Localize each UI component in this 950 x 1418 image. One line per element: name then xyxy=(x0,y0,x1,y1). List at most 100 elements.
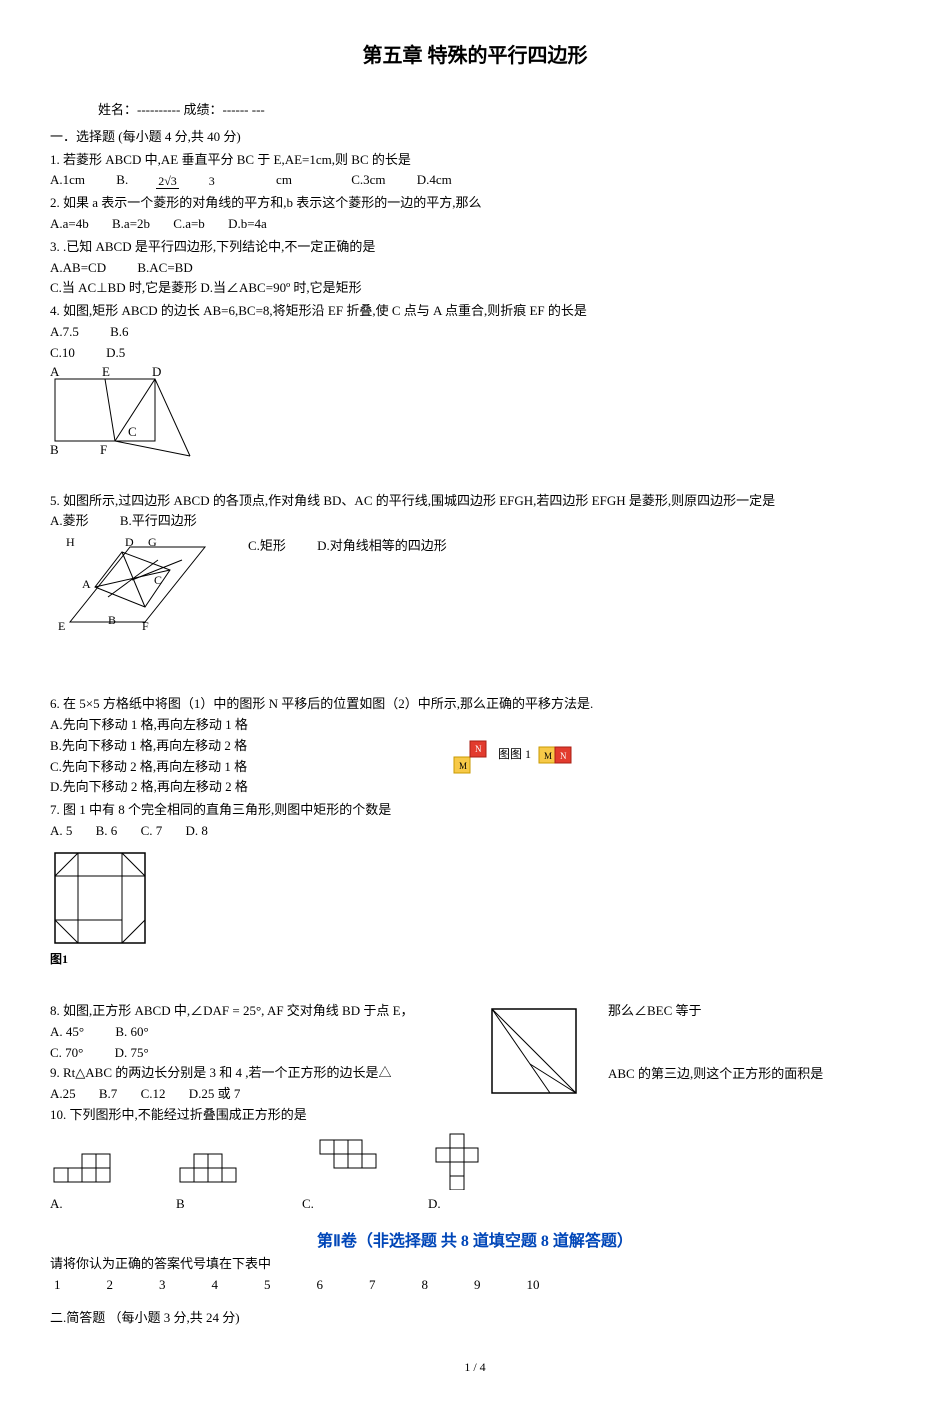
q1-b-pre: B. xyxy=(116,172,128,187)
q3-opt-b: B.AC=BD xyxy=(137,260,192,275)
q5-options-cd: C.矩形 D.对角线相等的四边形 xyxy=(248,532,475,557)
q5-opt-c: C.矩形 xyxy=(248,538,286,553)
q10-fig-b xyxy=(176,1144,262,1190)
q4: 4. 如图,矩形 ABCD 的边长 AB=6,BC=8,将矩形沿 EF 折叠,使… xyxy=(50,301,900,458)
q1-b-num: 2√3 xyxy=(156,174,179,189)
q6-figure-2: M N xyxy=(535,743,579,767)
q4-figure: A E D B F C xyxy=(50,364,200,459)
q2-opt-c: C.a=b xyxy=(173,216,205,231)
pager: 1 / 4 xyxy=(50,1358,900,1377)
q1-b-suf: cm xyxy=(273,172,292,187)
q8-q9-block: 8. 如图,正方形 ABCD 中,∠DAF = 25°, AF 交对角线 BD … xyxy=(50,1001,900,1105)
q2-options: A.a=4b B.a=2b C.a=b D.b=4a xyxy=(50,214,900,235)
svg-text:N: N xyxy=(475,744,482,754)
q6-figure-1: M N xyxy=(450,735,494,775)
q7-options: A. 5 B. 6 C. 7 D. 8 xyxy=(50,821,900,842)
ans-3: 3 xyxy=(159,1275,166,1296)
q2-opt-d: D.b=4a xyxy=(228,216,267,231)
q6-fig-label: 图图 1 xyxy=(498,745,531,764)
q6-opt-b: B.先向下移动 1 格,再向左移动 2 格 xyxy=(50,736,450,757)
ans-4: 4 xyxy=(212,1275,219,1296)
q6-opt-c: C.先向下移动 2 格,再向左移动 1 格 xyxy=(50,757,450,778)
svg-text:D: D xyxy=(125,535,134,549)
q7-opt-c: C. 7 xyxy=(141,823,163,838)
svg-text:D: D xyxy=(152,364,161,379)
svg-text:F: F xyxy=(142,619,149,632)
q2-opt-a: A.a=4b xyxy=(50,216,89,231)
q10-fig-d xyxy=(428,1130,494,1190)
svg-text:E: E xyxy=(102,364,110,379)
q9-text-left: 9. Rt△ABC 的两边长分别是 3 和 4 ,若一个正方形的边长是△ xyxy=(50,1063,480,1084)
q3: 3. .已知 ABCD 是平行四边形,下列结论中,不一定正确的是 A.AB=CD… xyxy=(50,237,900,299)
q6-opt-a: A.先向下移动 1 格,再向左移动 1 格 xyxy=(50,715,450,736)
section-2-heading: 二.简答题 （每小题 3 分,共 24 分) xyxy=(50,1308,900,1329)
q6-opt-d: D.先向下移动 2 格,再向左移动 2 格 xyxy=(50,777,450,798)
q8-opt-d: D. 75° xyxy=(115,1045,149,1060)
q1-opt-a: A.1cm xyxy=(50,172,85,187)
q8-opt-c: C. 70° xyxy=(50,1045,83,1060)
q1-opt-c: C.3cm xyxy=(351,172,385,187)
q2-opt-b: B.a=2b xyxy=(112,216,150,231)
q9-opt-c: C.12 xyxy=(141,1086,166,1101)
q10-text: 10. 下列图形中,不能经过折叠围成正方形的是 xyxy=(50,1105,900,1126)
answer-row: 1 2 3 4 5 6 7 8 9 10 xyxy=(50,1275,900,1296)
ans-2: 2 xyxy=(107,1275,114,1296)
q7-figure xyxy=(50,848,150,948)
q1-opt-b: B. 2√3 3 cm xyxy=(116,172,323,187)
svg-text:A: A xyxy=(50,364,60,379)
q4-opt-b: B.6 xyxy=(110,324,128,339)
q4-opt-a: A.7.5 xyxy=(50,324,79,339)
svg-text:M: M xyxy=(459,761,467,771)
svg-text:F: F xyxy=(100,442,107,457)
q8-text-left: 8. 如图,正方形 ABCD 中,∠DAF = 25°, AF 交对角线 BD … xyxy=(50,1001,480,1022)
q3-opt-a: A.AB=CD xyxy=(50,260,106,275)
ans-8: 8 xyxy=(422,1275,429,1296)
q7-text: 7. 图 1 中有 8 个完全相同的直角三角形,则图中矩形的个数是 xyxy=(50,800,900,821)
q10: 10. 下列图形中,不能经过折叠围成正方形的是 xyxy=(50,1105,900,1215)
page-title: 第五章 特殊的平行四边形 xyxy=(50,40,900,72)
q1-b-den: 3 xyxy=(207,174,217,188)
svg-text:G: G xyxy=(148,535,157,549)
ans-6: 6 xyxy=(317,1275,324,1296)
q10-opt-c: C. xyxy=(302,1194,388,1215)
q8-opt-a: A. 45° xyxy=(50,1024,84,1039)
ans-9: 9 xyxy=(474,1275,481,1296)
q2: 2. 如果 a 表示一个菱形的对角线的平方和,b 表示这个菱形的一边的平方,那么… xyxy=(50,193,900,235)
q9-opt-d: D.25 或 7 xyxy=(189,1086,241,1101)
q7-opt-a: A. 5 xyxy=(50,823,72,838)
q10-opt-a: A. xyxy=(50,1194,136,1215)
q5-options-ab: A.菱形 B.平行四边形 xyxy=(50,511,900,532)
svg-text:E: E xyxy=(58,619,65,632)
q8-text-right: 那么∠BEC 等于 xyxy=(608,1001,823,1022)
q10-fig-a xyxy=(50,1144,136,1190)
ans-7: 7 xyxy=(369,1275,376,1296)
q8-options-cd: C. 70° D. 75° xyxy=(50,1043,480,1064)
q4-text: 4. 如图,矩形 ABCD 的边长 AB=6,BC=8,将矩形沿 EF 折叠,使… xyxy=(50,301,900,322)
q8-opt-b: B. 60° xyxy=(115,1024,148,1039)
section-1-heading: 一．选择题 (每小题 4 分,共 40 分) xyxy=(50,127,900,148)
q1: 1. 若菱形 ABCD 中,AE 垂直平分 BC 于 E,AE=1cm,则 BC… xyxy=(50,150,900,192)
part2-title: 第Ⅱ卷（非选择题 共 8 道填空题 8 道解答题） xyxy=(50,1229,900,1255)
q4-options-ab: A.7.5 B.6 xyxy=(50,322,900,343)
answer-hint: 请将你认为正确的答案代号填在下表中 xyxy=(50,1254,900,1275)
svg-text:M: M xyxy=(544,751,552,761)
q4-options-cd: C.10 D.5 xyxy=(50,343,900,364)
q6: 6. 在 5×5 方格纸中将图（1）中的图形 N 平移后的位置如图（2）中所示,… xyxy=(50,694,900,798)
svg-text:B: B xyxy=(50,442,59,457)
q9-options: A.25 B.7 C.12 D.25 或 7 xyxy=(50,1084,480,1105)
svg-text:N: N xyxy=(560,751,567,761)
q8-figure xyxy=(480,1001,590,1101)
svg-text:C: C xyxy=(154,573,162,587)
svg-text:B: B xyxy=(108,613,116,627)
ans-5: 5 xyxy=(264,1275,271,1296)
q3-opt-cd: C.当 AC⊥BD 时,它是菱形 D.当∠ABC=90º 时,它是矩形 xyxy=(50,278,900,299)
q1-opt-d: D.4cm xyxy=(417,172,452,187)
ans-10: 10 xyxy=(527,1275,540,1296)
q9-opt-a: A.25 xyxy=(50,1086,76,1101)
q1-text: 1. 若菱形 ABCD 中,AE 垂直平分 BC 于 E,AE=1cm,则 BC… xyxy=(50,150,900,171)
q5-opt-a: A.菱形 xyxy=(50,513,89,528)
q5-figure: H D G A C E B F xyxy=(50,532,220,632)
ans-1: 1 xyxy=(54,1275,61,1296)
svg-text:H: H xyxy=(66,535,75,549)
q4-opt-c: C.10 xyxy=(50,345,75,360)
